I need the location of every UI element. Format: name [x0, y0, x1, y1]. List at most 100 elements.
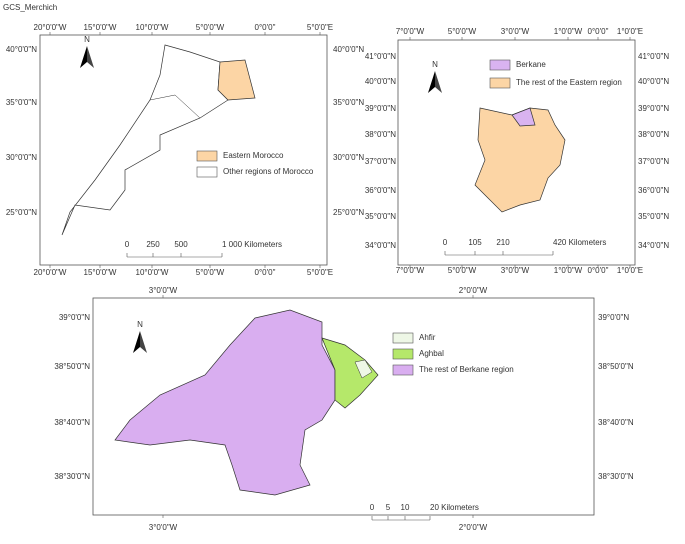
legend-label: Ahfir	[419, 333, 436, 342]
north-label: N	[137, 320, 143, 329]
north-label: N	[432, 60, 438, 69]
north-arrow	[133, 331, 140, 353]
north-arrow	[87, 46, 94, 68]
lon-label: 3°0'0"W	[501, 266, 530, 275]
scale-label: 500	[174, 240, 188, 249]
lon-label: 5°0'0"E	[307, 268, 333, 277]
lon-label: 5°0'0"W	[448, 27, 477, 36]
morocco-other	[61, 44, 229, 236]
scale-label: 105	[468, 238, 482, 247]
lon-label: 5°0'0"E	[307, 23, 333, 32]
lat-label: 39°0'0"N	[365, 104, 396, 113]
north-arrow	[80, 46, 87, 68]
lat-label: 34°0'0"N	[365, 241, 396, 250]
lat-label: 25°0'0"N	[6, 208, 37, 217]
berkane	[511, 107, 536, 127]
lon-label: 1°0'0"W	[554, 27, 583, 36]
lat-label: 40°0'0"N	[638, 77, 669, 86]
lon-label: 5°0'0"W	[448, 266, 477, 275]
lon-label: 7°0'0"W	[396, 27, 425, 36]
lon-label: 10°0'0"W	[136, 268, 169, 277]
lat-label: 41°0'0"N	[638, 52, 669, 61]
lat-label: 38°50'0"N	[598, 362, 634, 371]
rest-of-berkane	[114, 309, 336, 496]
lon-label: 1°0'0"E	[617, 27, 643, 36]
scale-label: 10	[401, 503, 410, 512]
lat-label: 38°30'0"N	[54, 472, 90, 481]
lat-label: 40°0'0"N	[333, 45, 364, 54]
map-frame	[92, 297, 595, 516]
lat-label: 38°30'0"N	[598, 472, 634, 481]
lat-label: 38°0'0"N	[365, 130, 396, 139]
lon-label: 20°0'0"W	[34, 23, 67, 32]
lon-label: 7°0'0"W	[396, 266, 425, 275]
lat-label: 35°0'0"N	[365, 212, 396, 221]
legend-swatch	[489, 59, 511, 71]
lon-label: 20°0'0"W	[34, 268, 67, 277]
lat-label: 39°0'0"N	[638, 104, 669, 113]
lon-label: 5°0'0"W	[196, 268, 225, 277]
lat-label: 41°0'0"N	[365, 52, 396, 61]
legend-swatch	[392, 364, 414, 376]
lat-label: 35°0'0"N	[6, 98, 37, 107]
lat-label: 37°0'0"N	[365, 157, 396, 166]
lon-label: 2°0'0"W	[459, 523, 488, 532]
eastern-region	[474, 107, 566, 213]
ahfir	[354, 359, 373, 379]
scale-label: 0	[370, 503, 375, 512]
scale-label: 1 000 Kilometers	[222, 240, 282, 249]
lat-label: 38°40'0"N	[598, 418, 634, 427]
lat-label: 37°0'0"N	[638, 157, 669, 166]
map-frame	[39, 34, 328, 266]
scale-label: 0	[125, 240, 130, 249]
north-arrow	[428, 71, 435, 93]
legend-label: The rest of the Eastern region	[516, 78, 622, 87]
eastern-morocco	[217, 59, 256, 101]
legend-label: The rest of Berkane region	[419, 365, 514, 374]
lon-label: 10°0'0"W	[136, 23, 169, 32]
lat-label: 34°0'0"N	[638, 241, 669, 250]
lon-label: 0°0'0"	[588, 266, 609, 275]
lat-label: 35°0'0"N	[333, 98, 364, 107]
lat-label: 38°50'0"N	[54, 362, 90, 371]
legend-swatch	[392, 332, 414, 344]
lat-label: 30°0'0"N	[333, 153, 364, 162]
lon-label: 0°0'0"	[255, 268, 276, 277]
region-borders	[149, 94, 201, 119]
legend-swatch	[392, 348, 414, 360]
scale-label: 20 Kilometers	[430, 503, 479, 512]
lon-label: 15°0'0"W	[84, 268, 117, 277]
lon-label: 5°0'0"W	[196, 23, 225, 32]
lon-label: 3°0'0"W	[149, 286, 178, 295]
scale-label: 210	[496, 238, 510, 247]
lat-label: 40°0'0"N	[365, 77, 396, 86]
north-arrow	[435, 71, 442, 93]
legend-label: Other regions of Morocco	[223, 167, 314, 176]
scale-label: 5	[386, 503, 391, 512]
lat-label: 35°0'0"N	[638, 212, 669, 221]
lat-label: 36°0'0"N	[365, 186, 396, 195]
lon-label: 0°0'0"	[255, 23, 276, 32]
scale-label: 250	[146, 240, 160, 249]
north-arrow	[140, 331, 147, 353]
lat-label: 30°0'0"N	[6, 153, 37, 162]
scale-label: 420 Kilometers	[553, 238, 606, 247]
legend-swatch	[196, 166, 218, 178]
lat-label: 39°0'0"N	[598, 313, 629, 322]
lon-label: 1°0'0"W	[554, 266, 583, 275]
legend-swatch	[489, 77, 511, 89]
lat-label: 38°40'0"N	[54, 418, 90, 427]
lon-label: 3°0'0"W	[501, 27, 530, 36]
lon-label: 3°0'0"W	[149, 523, 178, 532]
lon-label: 15°0'0"W	[84, 23, 117, 32]
lon-label: 2°0'0"W	[459, 286, 488, 295]
legend-swatch	[196, 150, 218, 162]
lon-label: 1°0'0"E	[617, 266, 643, 275]
lat-label: 39°0'0"N	[59, 313, 90, 322]
aghbal	[321, 337, 379, 409]
legend-label: Aghbal	[419, 349, 444, 358]
scale-label: 0	[443, 238, 448, 247]
crs-label: GCS_Merchich	[3, 3, 57, 12]
lat-label: 25°0'0"N	[333, 208, 364, 217]
